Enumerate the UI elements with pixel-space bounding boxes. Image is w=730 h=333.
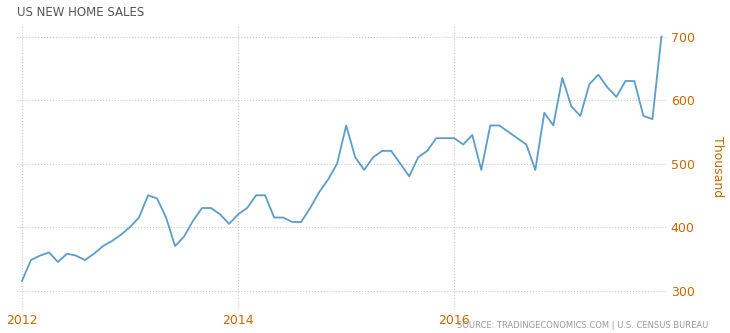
Y-axis label: Thousand: Thousand (712, 136, 724, 197)
Text: SOURCE: TRADINGECONOMICS.COM | U.S. CENSUS BUREAU: SOURCE: TRADINGECONOMICS.COM | U.S. CENS… (457, 321, 708, 330)
Text: US NEW HOME SALES: US NEW HOME SALES (18, 6, 145, 19)
